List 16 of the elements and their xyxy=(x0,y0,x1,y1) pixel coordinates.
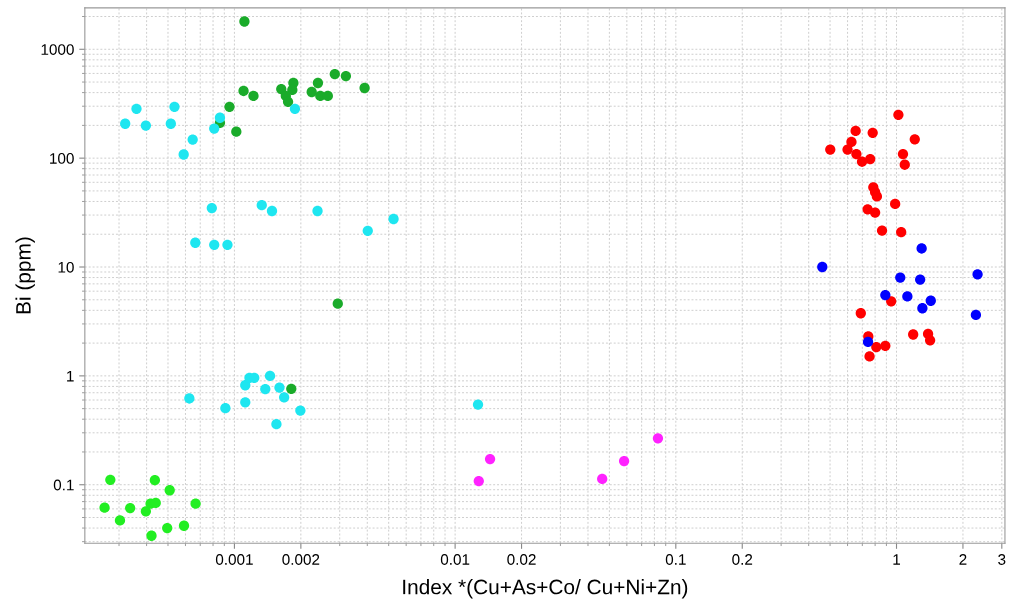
x-tick-label: 0.02 xyxy=(507,554,536,565)
y-tick-label: 100 xyxy=(50,153,74,164)
x-tick-label: 2 xyxy=(959,554,967,565)
x-tick-label: 0.1 xyxy=(665,554,686,565)
x-tick-label: 0.01 xyxy=(440,554,470,565)
x-tick-label: 0.002 xyxy=(282,554,320,565)
y-tick-label: 0.1 xyxy=(53,479,74,491)
y-tick-label: 1 xyxy=(67,370,74,382)
x-tick-label: 1 xyxy=(893,554,901,565)
y-tick-label: 1000 xyxy=(41,44,74,55)
y-axis-title: Bi (ppm) xyxy=(15,237,35,314)
x-tick-label: 0.2 xyxy=(732,554,753,565)
x-tick-label: 3 xyxy=(998,554,1006,565)
y-tick-label: 10 xyxy=(58,261,74,273)
x-axis-title: Index *(Cu+As+Co/ Cu+Ni+Zn) xyxy=(403,579,688,599)
x-tick-label: 0.001 xyxy=(215,554,253,565)
